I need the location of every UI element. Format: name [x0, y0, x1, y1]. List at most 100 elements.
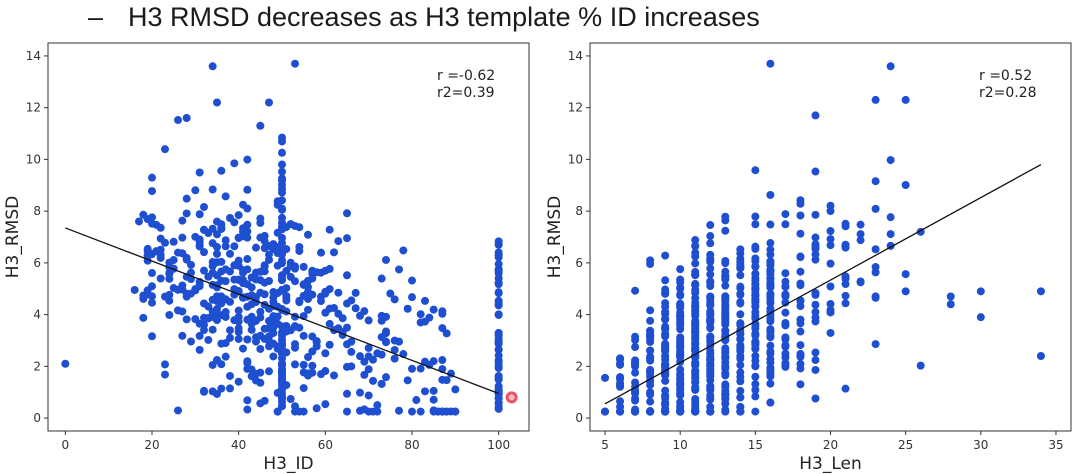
data-point — [360, 370, 369, 379]
data-point — [781, 282, 790, 291]
data-point — [226, 326, 234, 335]
data-point — [631, 336, 640, 345]
data-point — [766, 220, 775, 229]
data-point — [200, 225, 208, 234]
data-point — [247, 315, 256, 324]
x-tick-label: 30 — [973, 438, 988, 452]
data-point — [811, 210, 820, 219]
data-point — [796, 252, 805, 261]
data-point — [766, 314, 775, 323]
data-point — [901, 180, 910, 189]
data-point — [766, 341, 775, 350]
data-point — [230, 242, 239, 251]
data-point — [278, 233, 286, 242]
data-point — [721, 256, 730, 265]
data-point — [646, 390, 655, 399]
data-point — [751, 324, 760, 333]
data-point — [691, 259, 700, 268]
data-point — [901, 287, 910, 296]
data-point — [200, 266, 208, 275]
data-point — [165, 296, 174, 305]
data-point — [364, 391, 373, 400]
data-point — [871, 95, 880, 104]
data-point — [901, 270, 910, 279]
plot-frame — [47, 42, 530, 432]
data-point — [256, 307, 265, 316]
data-point — [278, 394, 286, 403]
data-point — [438, 309, 447, 318]
data-point — [661, 347, 670, 356]
data-point — [434, 407, 442, 416]
data-point — [736, 310, 745, 319]
data-point — [916, 361, 925, 370]
data-point — [796, 327, 805, 336]
data-point — [766, 304, 775, 313]
data-point — [856, 220, 865, 229]
data-point — [356, 352, 364, 361]
data-point — [343, 209, 351, 218]
data-point — [826, 235, 835, 244]
data-point — [377, 316, 386, 325]
data-point — [221, 192, 230, 201]
data-point — [901, 95, 910, 104]
data-point — [169, 284, 178, 293]
data-point — [278, 176, 286, 185]
data-point — [256, 288, 265, 297]
scatter-chart-2: 5 10 15 20 25 30 35 0 2 4 6 8 10 12 14 H3_Len H3_RMSD r =… — [545, 42, 1072, 474]
data-point — [213, 230, 221, 239]
y-tick-label: 2 — [575, 359, 583, 373]
data-point — [299, 331, 308, 340]
data-point — [751, 385, 760, 394]
data-point — [871, 340, 880, 349]
data-point — [382, 255, 390, 264]
data-point — [416, 318, 425, 327]
data-point — [165, 290, 174, 299]
data-point — [736, 289, 745, 298]
data-point — [421, 357, 429, 366]
data-point — [751, 280, 760, 289]
data-point — [217, 224, 226, 233]
data-point — [191, 232, 200, 241]
data-point — [273, 312, 282, 321]
data-point — [269, 240, 278, 249]
data-point — [200, 313, 208, 322]
x-tick-label: 0 — [62, 438, 70, 452]
data-point — [278, 225, 286, 234]
data-point — [243, 405, 252, 414]
data-point — [494, 253, 503, 262]
data-point — [429, 386, 438, 395]
data-point — [343, 271, 351, 280]
data-point — [217, 267, 226, 276]
data-point — [369, 407, 377, 416]
y-tick-label: 14 — [568, 49, 583, 63]
data-point — [317, 248, 325, 257]
data-point — [304, 371, 312, 380]
data-point — [265, 98, 273, 107]
data-point — [408, 364, 416, 373]
data-point — [221, 352, 230, 361]
data-point — [390, 346, 399, 355]
data-point — [661, 330, 670, 339]
data-point — [265, 367, 273, 376]
data-point — [736, 299, 745, 308]
data-point — [721, 300, 730, 309]
data-point — [706, 368, 715, 377]
data-point — [781, 362, 790, 371]
data-point — [243, 396, 252, 405]
data-point — [751, 372, 760, 381]
data-point — [736, 343, 745, 352]
data-point — [811, 111, 820, 120]
data-point — [796, 296, 805, 305]
y-axis-label: H3_RMSD — [545, 196, 565, 278]
data-point — [399, 246, 408, 255]
data-point — [706, 386, 715, 395]
data-point — [213, 243, 221, 252]
data-point — [676, 407, 685, 416]
data-point — [811, 365, 820, 374]
data-point — [139, 313, 148, 322]
data-point — [221, 236, 230, 245]
data-point — [811, 290, 820, 299]
data-point — [646, 337, 655, 346]
data-point — [278, 137, 286, 146]
